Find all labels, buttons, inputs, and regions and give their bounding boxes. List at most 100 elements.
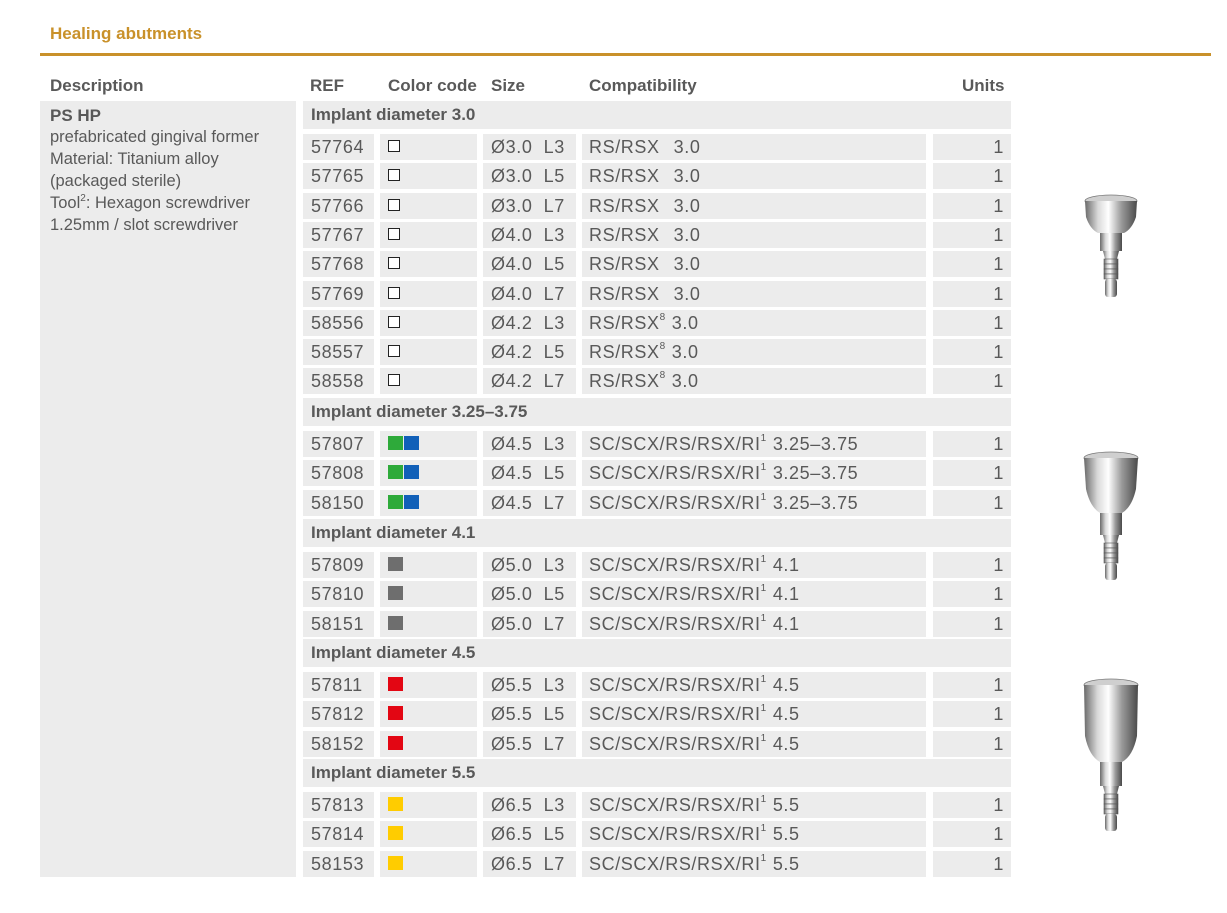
group-label: Implant diameter 4.1 [311,523,476,542]
ref-cell: 58558 [303,368,374,394]
ref-number: 57809 [311,555,365,575]
units-value: 1 [993,371,1004,391]
ref-cell: 57811 [303,672,374,698]
header-description: Description [50,76,144,95]
table-row: 57766 Ø3.0 L7 RS/RSX 3.0 1 [0,193,1227,219]
size-cell: Ø3.0 L5 [483,163,576,189]
color-code-cell [380,821,477,847]
footnote-marker: 1 [760,492,767,503]
size-cell: Ø3.0 L7 [483,193,576,219]
table-row: 58151 Ø5.0 L7 SC/SCX/RS/RSX/RI1 4.1 1 [0,611,1227,637]
ref-number: 57814 [311,824,365,844]
compatibility-cell: SC/SCX/RS/RSX/RI1 4.1 [582,581,926,607]
ref-number: 58558 [311,371,365,391]
size-cell: Ø3.0 L3 [483,134,576,160]
ref-number: 58150 [311,493,365,513]
compatibility-lines: RS/RSX [589,225,660,245]
ref-number: 57808 [311,463,365,483]
table-row: 57769 Ø4.0 L7 RS/RSX 3.0 1 [0,281,1227,307]
ref-cell: 57812 [303,701,374,727]
units-value: 1 [993,284,1004,304]
compatibility-value: SC/SCX/RS/RSX/RI1 3.25–3.75 [589,433,858,455]
compatibility-diameter: 3.0 [673,166,701,186]
size-cell: Ø6.5 L7 [483,851,576,877]
material-line: Material: Titanium alloy [50,150,219,168]
color-swatch-white [388,169,400,181]
footnote-marker: 8 [659,370,666,381]
color-swatch-yellow [388,856,403,870]
ref-cell: 57769 [303,281,374,307]
compatibility-value: SC/SCX/RS/RSX/RI1 5.5 [589,794,800,816]
compatibility-cell: SC/SCX/RS/RSX/RI1 3.25–3.75 [582,490,926,516]
units-value: 1 [993,434,1004,454]
sterile-line: (packaged sterile) [50,172,182,190]
color-code-cell [380,163,477,189]
header-color-code: Color code [388,76,477,95]
compatibility-diameter: 4.5 [772,704,800,724]
size-cell: Ø4.2 L5 [483,339,576,365]
abutment-medium-image [1083,451,1139,580]
ref-cell: 57766 [303,193,374,219]
compatibility-cell: SC/SCX/RS/RSX/RI1 5.5 [582,792,926,818]
ref-cell: 58556 [303,310,374,336]
compatibility-lines: SC/SCX/RS/RSX/RI [589,704,761,724]
units-cell: 1 [933,460,1011,486]
compatibility-lines: SC/SCX/RS/RSX/RI [589,795,761,815]
units-cell: 1 [933,792,1011,818]
compatibility-lines: SC/SCX/RS/RSX/RI [589,584,761,604]
compatibility-diameter: 3.0 [673,254,701,274]
group-header-row: Implant diameter 4.1 [303,519,1011,547]
abutment-large-image [1083,678,1139,831]
footnote-marker: 1 [760,733,767,744]
units-cell: 1 [933,611,1011,637]
color-code-cell [380,581,477,607]
units-value: 1 [993,734,1004,754]
size-cell: Ø4.2 L3 [483,310,576,336]
compatibility-diameter: 3.0 [673,225,701,245]
header-ref: REF [310,76,344,95]
abutment-small-image [1084,194,1138,297]
ref-number: 57766 [311,196,365,216]
compatibility-value: RS/RSX 3.0 [589,137,700,158]
ref-cell: 57813 [303,792,374,818]
compatibility-diameter: 5.5 [772,824,800,844]
tool-line: Tool2: Hexagon screwdriver [50,193,250,213]
size-value: Ø4.0 L3 [491,225,565,245]
compatibility-value: RS/RSX 3.0 [589,225,700,246]
table-row: 57768 Ø4.0 L5 RS/RSX 3.0 1 [0,251,1227,277]
ref-number: 57810 [311,584,365,604]
footnote-marker: 8 [659,312,666,323]
compatibility-value: SC/SCX/RS/RSX/RI1 5.5 [589,823,800,845]
ref-cell: 57808 [303,460,374,486]
units-value: 1 [993,463,1004,483]
units-value: 1 [993,795,1004,815]
units-cell: 1 [933,490,1011,516]
color-code-cell [380,310,477,336]
ref-number: 57768 [311,254,365,274]
color-swatch-green [388,465,403,479]
size-value: Ø4.2 L3 [491,313,565,333]
color-code-cell [380,701,477,727]
size-value: Ø6.5 L3 [491,795,565,815]
ref-number: 58153 [311,854,365,874]
size-cell: Ø4.0 L7 [483,281,576,307]
compatibility-cell: SC/SCX/RS/RSX/RI1 5.5 [582,821,926,847]
size-value: Ø5.0 L3 [491,555,565,575]
compatibility-lines: SC/SCX/RS/RSX/RI [589,493,761,513]
ref-cell: 57807 [303,431,374,457]
units-cell: 1 [933,310,1011,336]
table-row: 58150 Ø4.5 L7 SC/SCX/RS/RSX/RI1 3.25–3.75 1 [0,490,1227,516]
footnote-marker: 1 [760,853,767,864]
compatibility-lines: SC/SCX/RS/RSX/RI [589,555,761,575]
group-label: Implant diameter 4.5 [311,643,476,662]
compatibility-lines: RS/RSX [589,196,660,216]
compatibility-lines: SC/SCX/RS/RSX/RI [589,675,761,695]
color-swatch-red [388,706,403,720]
compatibility-diameter: 3.0 [673,284,701,304]
units-cell: 1 [933,552,1011,578]
units-value: 1 [993,342,1004,362]
ref-number: 57769 [311,284,365,304]
color-swatch-yellow [388,797,403,811]
units-value: 1 [993,584,1004,604]
compatibility-lines: SC/SCX/RS/RSX/RI [589,854,761,874]
